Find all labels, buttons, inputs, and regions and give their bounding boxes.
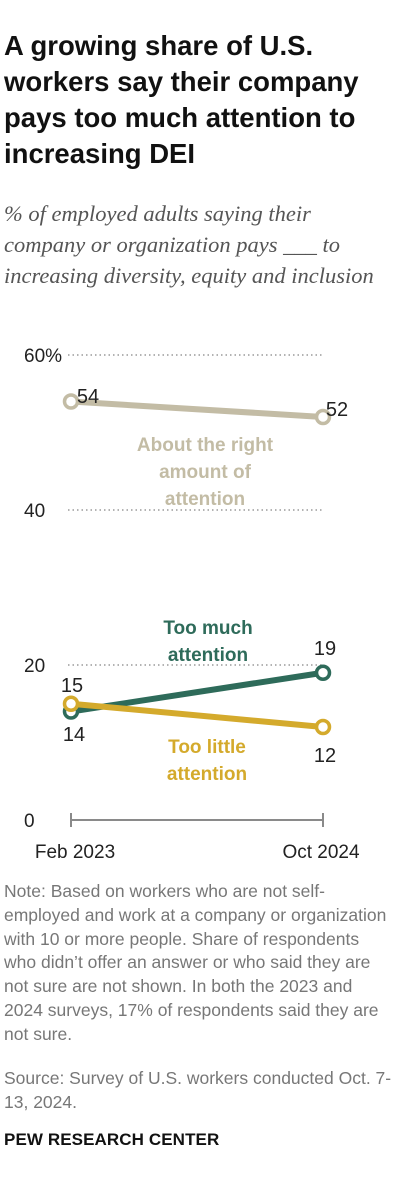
y-tick-label: 20: [24, 656, 45, 677]
data-point: [314, 664, 332, 681]
series-label-line: attention: [168, 645, 248, 666]
data-label: 54: [77, 386, 99, 408]
y-tick-label: 60%: [24, 346, 62, 367]
chart-note: Note: Based on workers who are not self-…: [4, 881, 387, 1044]
data-label: 14: [63, 724, 85, 746]
labels: 54 52 14 19 15 12 About the right amount of atte…: [61, 386, 348, 785]
series-2: [62, 695, 332, 736]
x-axis: Feb 2023 Oct 2024: [35, 813, 360, 863]
series-label-line: Too little: [168, 737, 246, 758]
series-1: [62, 664, 332, 720]
chart-source: Source: Survey of U.S. workers conducted…: [4, 1068, 392, 1112]
series-label-line: About the right: [137, 435, 274, 456]
series-0: [62, 393, 332, 426]
series-label-line: Too much: [163, 618, 252, 639]
chart-subtitle: % of employed adults saying their compan…: [4, 201, 374, 288]
data-point: [314, 718, 332, 736]
y-tick-label: 0: [24, 811, 35, 832]
series-label-line: attention: [167, 764, 247, 785]
series-label-line: attention: [165, 489, 245, 510]
data-label: 19: [314, 638, 336, 660]
brand-logo: PEW RESEARCH CENTER: [4, 1130, 220, 1149]
series-line: [68, 700, 326, 730]
data-label: 52: [326, 399, 348, 421]
data-point: [314, 408, 332, 426]
series-line: [68, 398, 326, 420]
data-point: [62, 695, 80, 712]
series-label: Too much attention: [163, 618, 252, 666]
x-tick-label: Feb 2023: [35, 842, 115, 863]
line-chart: 0 20 40 60% Feb 2023 Oct 2024 54 52 14 19 15 12 Ab…: [24, 346, 360, 863]
series-label: About the right amount of attention: [137, 435, 274, 510]
y-tick-label: 40: [24, 501, 45, 522]
data-label: 12: [314, 745, 336, 767]
data-label: 15: [61, 675, 83, 697]
x-tick-label: Oct 2024: [282, 842, 360, 863]
chart-title: A growing share of U.S. workers say thei…: [4, 30, 359, 169]
series-lines: [62, 393, 332, 736]
gridlines: 0 20 40 60%: [24, 346, 323, 832]
series-label-line: amount of: [159, 462, 251, 483]
data-point: [62, 393, 80, 410]
series-label: Too little attention: [167, 737, 247, 785]
